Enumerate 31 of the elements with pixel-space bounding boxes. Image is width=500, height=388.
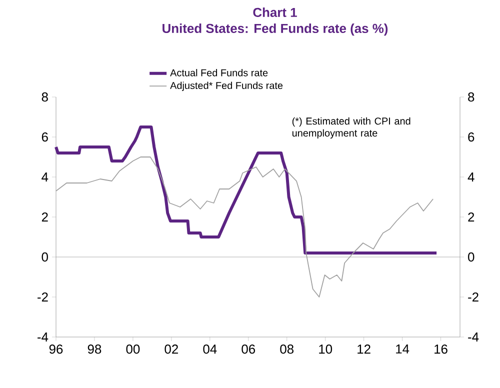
y2-tick-label: 2 <box>42 212 48 222</box>
y-tick-label: 4 <box>468 172 474 182</box>
x-tick-label: 96 <box>49 344 63 354</box>
x-tick-label: 98 <box>88 344 102 354</box>
x-tick-label: 16 <box>434 344 448 354</box>
y2-tick-label: -4 <box>38 332 48 342</box>
y2-tick-label: 4 <box>42 172 48 182</box>
chart-title: Chart 1 <box>253 8 297 18</box>
x-tick-label: 12 <box>358 344 370 354</box>
x-tick-label: 10 <box>319 344 332 354</box>
x-tick-label: 02 <box>164 344 178 354</box>
x-tick-label: 14 <box>396 344 410 354</box>
x-tick-label: 08 <box>280 344 294 354</box>
y-tick-label: 8 <box>468 92 474 102</box>
y2-tick-label: 0 <box>42 252 48 262</box>
line-series <box>54 126 438 254</box>
y-tick-label: 6 <box>468 132 474 142</box>
y-tick-label: -2 <box>468 292 478 302</box>
x-tick-label: 06 <box>242 344 256 354</box>
y-tick-label: 2 <box>468 212 474 222</box>
y2-tick-label: 8 <box>42 92 48 102</box>
chart-subtitle: United States: Fed Funds rate (as %) <box>162 24 388 36</box>
annotation: (*) Estimated with CPI and unemployment rate <box>292 117 410 139</box>
y-tick-label: -4 <box>468 332 479 342</box>
y2-tick-label: -2 <box>38 292 48 302</box>
legend-label: Adjusted* Fed Funds rate <box>170 82 283 91</box>
x-tick-label: 00 <box>126 344 140 354</box>
x-tick-label: 04 <box>203 344 217 354</box>
y2-tick-label: 6 <box>42 132 48 142</box>
y-tick-label: 0 <box>468 252 474 262</box>
legend-label: Actual Fed Funds rate <box>170 69 268 76</box>
